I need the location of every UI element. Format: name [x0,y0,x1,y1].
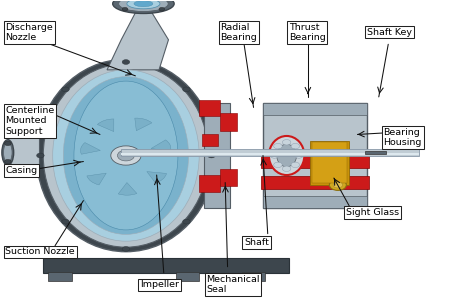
Circle shape [62,87,69,92]
Circle shape [122,8,128,11]
Circle shape [111,146,141,165]
Wedge shape [135,118,152,131]
Circle shape [273,162,282,168]
Ellipse shape [43,64,209,247]
Bar [204,103,230,208]
Bar [220,114,237,131]
Bar [199,100,220,117]
Circle shape [159,8,164,11]
Text: Shaft Key: Shaft Key [367,28,412,37]
Text: Mechanical
Seal: Mechanical Seal [206,275,260,294]
Bar [8,136,38,169]
Circle shape [62,219,69,224]
Text: Casing: Casing [5,166,37,175]
Bar [312,142,347,184]
Bar [263,103,367,208]
Text: Bearing
Housing: Bearing Housing [383,128,422,147]
Bar [121,153,419,155]
Text: Suction Nozzle: Suction Nozzle [5,247,75,256]
Bar [261,155,369,168]
Bar [48,272,72,281]
Ellipse shape [113,0,174,14]
Text: Discharge
Nozzle: Discharge Nozzle [5,23,53,42]
Ellipse shape [277,144,297,167]
Circle shape [122,247,130,251]
Text: Centerline
Mounted
Support: Centerline Mounted Support [5,106,55,136]
Wedge shape [97,119,114,132]
Bar [263,196,367,208]
Wedge shape [151,140,171,151]
Circle shape [4,159,11,164]
Bar [175,272,199,281]
Circle shape [291,162,300,168]
Bar [310,141,349,185]
Polygon shape [107,13,168,70]
Circle shape [283,166,291,172]
Bar [121,149,419,156]
Text: Radial
Bearing: Radial Bearing [220,23,257,42]
Text: Impeller: Impeller [140,280,179,289]
Circle shape [291,143,300,149]
Ellipse shape [134,1,153,7]
Bar [220,169,237,185]
Circle shape [270,153,279,158]
Circle shape [208,153,215,158]
Wedge shape [118,182,137,195]
Ellipse shape [269,136,304,175]
Ellipse shape [127,0,160,9]
Circle shape [36,153,44,158]
Circle shape [182,87,190,92]
Ellipse shape [53,70,199,241]
Bar [43,258,289,273]
Bar [201,134,218,146]
Ellipse shape [118,0,168,11]
Wedge shape [81,143,100,154]
Bar [242,272,265,281]
Text: Shaft: Shaft [244,238,269,247]
Bar [261,176,369,189]
Ellipse shape [3,143,12,162]
Circle shape [4,141,11,146]
Bar [199,175,220,191]
Circle shape [283,140,291,145]
Circle shape [182,219,190,224]
Ellipse shape [2,140,14,165]
Ellipse shape [36,59,215,252]
Text: Thrust
Bearing: Thrust Bearing [289,23,326,42]
Bar [365,151,386,154]
Circle shape [118,150,135,161]
Text: Sight Glass: Sight Glass [346,208,399,217]
Ellipse shape [74,81,178,230]
Wedge shape [87,173,106,185]
Circle shape [329,180,346,190]
Wedge shape [147,172,166,183]
Bar [263,103,367,115]
Circle shape [122,59,130,64]
Circle shape [273,143,282,149]
Ellipse shape [64,77,189,234]
Circle shape [295,153,303,158]
Circle shape [333,182,343,188]
